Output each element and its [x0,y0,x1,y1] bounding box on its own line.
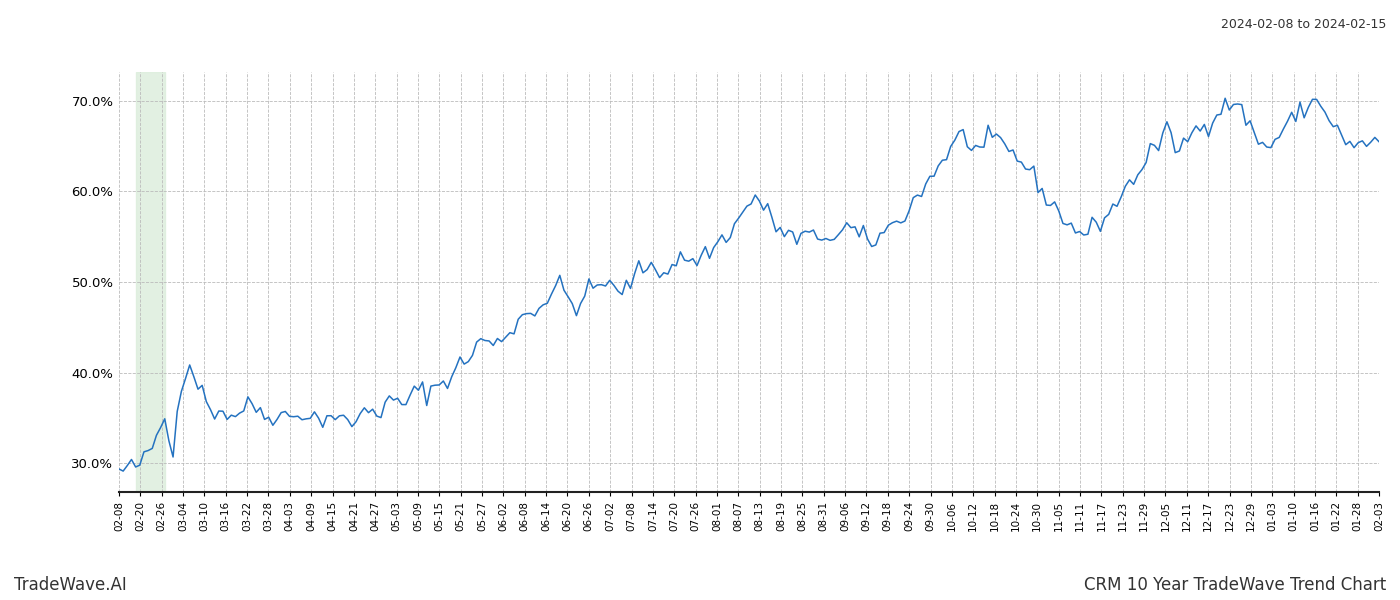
Text: 2024-02-08 to 2024-02-15: 2024-02-08 to 2024-02-15 [1221,18,1386,31]
Bar [136,72,165,492]
Text: CRM 10 Year TradeWave Trend Chart: CRM 10 Year TradeWave Trend Chart [1084,576,1386,594]
Text: TradeWave.AI: TradeWave.AI [14,576,127,594]
